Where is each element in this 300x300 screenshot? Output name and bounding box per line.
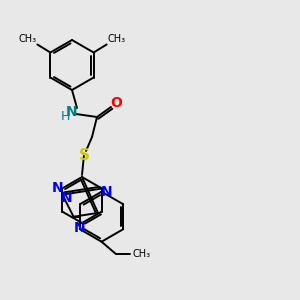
Text: N: N — [51, 182, 63, 196]
Text: N: N — [61, 191, 72, 205]
Text: N: N — [66, 105, 78, 119]
Text: S: S — [79, 148, 89, 163]
Text: O: O — [110, 96, 122, 110]
Text: H: H — [60, 110, 70, 122]
Text: N: N — [101, 184, 113, 199]
Text: N: N — [74, 221, 86, 235]
Text: CH₃: CH₃ — [133, 249, 151, 259]
Text: CH₃: CH₃ — [108, 34, 126, 44]
Text: CH₃: CH₃ — [18, 34, 36, 44]
